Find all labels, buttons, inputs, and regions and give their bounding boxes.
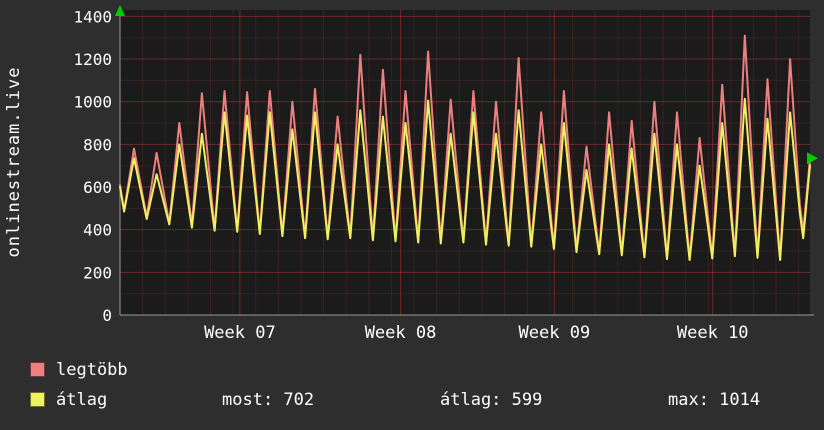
grid-lines [120,10,810,315]
y-axis-labels: 0 200 400 600 800 1000 1200 1400 [73,7,112,325]
svg-text:Week 09: Week 09 [519,323,591,343]
series-line-atlag [119,97,811,261]
svg-text:0: 0 [102,306,112,325]
legend-swatch-legtobb [30,362,45,377]
plot-area [120,10,810,315]
x-axis-arrow-icon [807,152,818,165]
svg-text:1000: 1000 [73,93,112,112]
svg-text:Week 07: Week 07 [204,323,276,343]
legend-label-atlag: átlag [56,390,108,410]
legend-label-legtobb: legtöbb [56,360,128,380]
legend-swatch-atlag [30,392,45,407]
svg-text:200: 200 [83,263,112,282]
stat-atlag: átlag: 599 [440,390,543,410]
stat-most: most: 702 [222,390,315,410]
svg-text:1200: 1200 [73,50,112,69]
axes [119,6,814,316]
svg-text:1400: 1400 [73,7,112,26]
svg-text:600: 600 [83,178,112,197]
legend-row-legtobb: legtöbb [0,360,824,382]
x-axis-labels: Week 07 Week 08 Week 09 Week 10 [204,323,748,343]
y-axis-arrow-icon [115,5,125,16]
stat-max: max: 1014 [668,390,761,410]
svg-text:800: 800 [83,135,112,154]
svg-text:Week 08: Week 08 [365,323,437,343]
legend-row-atlag: átlag most: 702 átlag: 599 max: 1014 [0,390,824,412]
svg-text:Week 10: Week 10 [677,323,749,343]
svg-text:400: 400 [83,221,112,240]
